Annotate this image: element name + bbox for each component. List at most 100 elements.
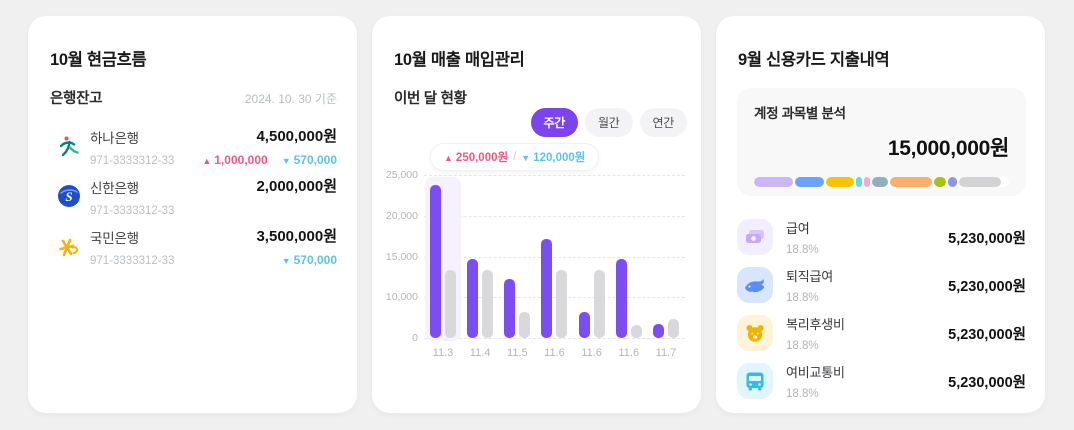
sales-decrease: ▼ 120,000원 [521, 149, 585, 165]
kb-bank-logo-icon [57, 234, 81, 258]
tab-monthly[interactable]: 월간 [585, 108, 633, 137]
analysis-panel-title: 계정 과목별 분석 [754, 106, 846, 121]
sales-summary-badge: ▲ 250,000원 / ▼ 120,000원 [430, 143, 600, 171]
sales-increase: ▲ 250,000원 [444, 149, 508, 165]
x-tick-label: 11.4 [469, 347, 491, 359]
category-percent: 18.8% [786, 388, 819, 400]
bar-매출[interactable] [652, 324, 664, 338]
distribution-bar [754, 177, 1009, 187]
bank-balance: 3,500,000원 [256, 228, 337, 245]
bar-group: 11.7 [652, 175, 679, 359]
weekly-bar-chart: 0 10,000 15,000 20,000 25,000 11.3 11.4 11.5 11… [386, 169, 685, 375]
y-tick-label: 20,000 [385, 209, 418, 222]
bar-매입[interactable] [482, 270, 494, 338]
grid-line [424, 338, 685, 339]
bar-매출[interactable] [430, 185, 441, 338]
bank-balance: 4,500,000원 [256, 128, 337, 145]
down-arrow-icon: ▼ [521, 153, 531, 163]
distribution-segment [855, 177, 862, 187]
category-row-travel[interactable]: 여비교통비 18.8% 5,230,000원 [737, 359, 1026, 403]
category-row-welfare[interactable]: 복리후생비 18.8% 5,230,000원 [737, 311, 1026, 355]
total-amount: 15,000,000원 [887, 137, 1009, 160]
period-tabs: 주간 월간 연간 [530, 108, 687, 137]
card-spending-card: 9월 신용카드 지출내역 계정 과목별 분석 15,000,000원 급여 18… [716, 16, 1045, 413]
bar-group: 11.6 [541, 175, 568, 359]
distribution-segment [872, 177, 888, 187]
bar-group: 11.5 [504, 175, 531, 359]
sales-management-card: 10월 매출 매입관리 이번 달 현황 주간 월간 연간 ▲ 250,000원 /… [372, 16, 701, 413]
up-arrow-icon: ▲ [444, 153, 453, 163]
x-tick-label: 11.3 [432, 347, 454, 359]
x-tick-label: 11.7 [655, 347, 677, 359]
cashflow-card: 10월 현금흐름 은행잔고 2024. 10. 30 기준 하나은행 971-3… [28, 16, 357, 413]
bank-row-shinhan[interactable]: S 신한은행 971-3333312-33 2,000,000원 [50, 174, 337, 220]
bar-매입[interactable] [556, 270, 568, 338]
trend-down-value: 570,000 [293, 253, 337, 267]
trend-down: ▼ 570,000 [282, 153, 337, 167]
whale-icon [737, 267, 773, 303]
trend-down: ▼ 570,000 [282, 253, 337, 267]
tab-weekly[interactable]: 주간 [530, 108, 579, 137]
down-arrow-icon: ▼ [281, 156, 291, 166]
bar-매출[interactable] [467, 259, 479, 338]
bar-매입[interactable] [667, 319, 679, 338]
distribution-segment [863, 177, 871, 187]
grid-line [424, 297, 685, 299]
bar-매입[interactable] [519, 312, 531, 338]
grid-line [424, 256, 685, 258]
tab-yearly[interactable]: 연간 [639, 108, 687, 137]
bar-매입[interactable] [630, 325, 642, 338]
y-tick-label: 0 [412, 332, 418, 344]
bus-icon [737, 363, 773, 399]
x-tick-label: 11.6 [618, 347, 640, 359]
bank-name: 신한은행 [90, 181, 139, 196]
x-tick-label: 11.6 [581, 347, 602, 359]
bank-row-kookmin[interactable]: 국민은행 971-3333312-33 3,500,000원 ▼ 570,000 [50, 224, 337, 270]
bar-매입[interactable] [445, 270, 456, 338]
down-arrow-icon: ▼ [281, 256, 291, 266]
category-label: 급여 [786, 221, 810, 236]
bar-매출[interactable] [578, 312, 590, 338]
category-label: 퇴직급여 [786, 269, 834, 284]
category-percent: 18.8% [786, 292, 819, 304]
y-axis: 0 10,000 15,000 20,000 25,000 [386, 169, 424, 344]
bar-매출[interactable] [541, 239, 553, 338]
cashflow-card-title: 10월 현금흐름 [50, 51, 147, 69]
badge-separator: / [513, 151, 517, 163]
plot-area: 11.3 11.4 11.5 11.6 11.6 11.6 11.7 [424, 175, 685, 359]
grid-line [424, 175, 685, 176]
x-tick-label: 11.6 [544, 347, 565, 359]
bank-trend: ▲ 1,000,000 ▼ 570,000 [202, 153, 337, 167]
sales-increase-value: 250,000원 [455, 152, 509, 164]
category-row-retirement[interactable]: 퇴직급여 18.8% 5,230,000원 [737, 263, 1026, 307]
category-amount: 5,230,000원 [948, 327, 1026, 343]
svg-text:S: S [65, 189, 72, 204]
sales-decrease-value: 120,000원 [533, 152, 586, 164]
bar-group: 11.6 [615, 175, 642, 359]
category-amount: 5,230,000원 [948, 231, 1026, 247]
trend-down-value: 570,000 [293, 153, 337, 167]
distribution-segment [754, 177, 793, 187]
category-amount: 5,230,000원 [948, 279, 1026, 295]
month-status-title: 이번 달 현황 [394, 91, 467, 107]
bank-balance-header: 은행잔고 2024. 10. 30 기준 [50, 87, 337, 108]
distribution-segment [826, 177, 854, 187]
bank-name: 국민은행 [90, 231, 139, 246]
y-tick-label: 15,000 [385, 250, 418, 263]
bar-group: 11.3 [425, 175, 461, 359]
bar-group: 11.4 [467, 175, 494, 359]
category-label: 여비교통비 [786, 365, 845, 380]
category-percent: 18.8% [786, 244, 819, 256]
distribution-segment [795, 177, 825, 187]
trend-up: ▲ 1,000,000 [202, 153, 267, 167]
bank-trend: ▼ 570,000 [282, 253, 337, 267]
bank-row-hana[interactable]: 하나은행 971-3333312-33 4,500,000원 ▲ 1,000,00… [50, 124, 337, 170]
bar-매출[interactable] [615, 259, 627, 338]
category-row-salary[interactable]: 급여 18.8% 5,230,000원 [737, 215, 1026, 259]
bar-매출[interactable] [504, 279, 516, 338]
bar-매입[interactable] [593, 270, 605, 338]
bank-account-number: 971-3333312-33 [90, 205, 175, 217]
bank-account-number: 971-3333312-33 [90, 155, 175, 167]
spending-card-title: 9월 신용카드 지출내역 [738, 51, 890, 69]
bar-groups: 11.3 11.4 11.5 11.6 11.6 11.6 11.7 [424, 175, 685, 359]
